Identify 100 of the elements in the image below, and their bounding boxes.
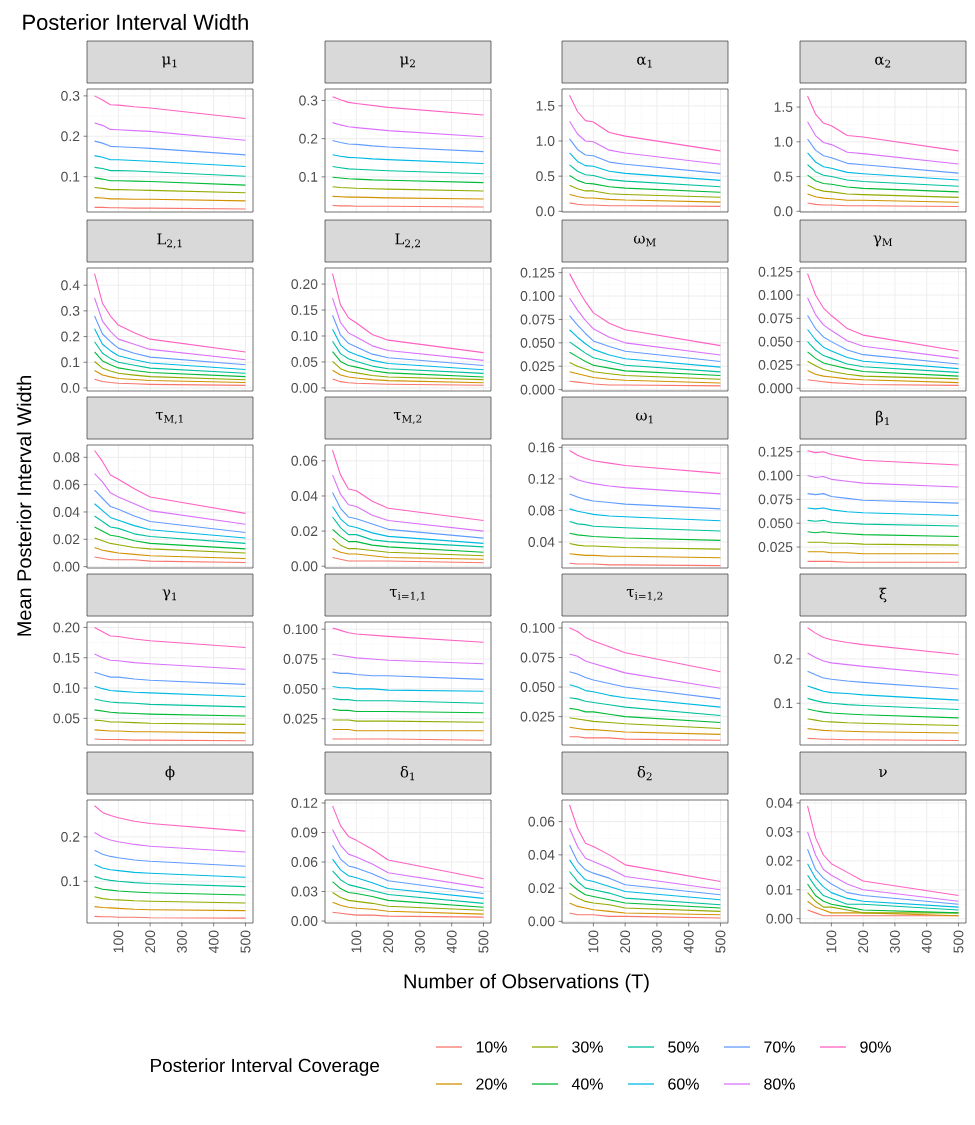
line-series bbox=[332, 449, 485, 522]
line-series bbox=[94, 886, 247, 896]
legend-label: 40% bbox=[571, 1078, 603, 1090]
line-series bbox=[332, 844, 485, 895]
y-tick-label: 0.025 bbox=[520, 361, 555, 372]
y-tick-label: 0.04 bbox=[291, 491, 318, 501]
y-tick-label: 0.100 bbox=[758, 470, 793, 481]
line-series bbox=[94, 315, 247, 366]
line-series bbox=[94, 95, 247, 120]
line-series bbox=[94, 273, 247, 353]
y-tick-label: 1.5 bbox=[774, 102, 793, 112]
y-tick-label: 0.04 bbox=[53, 507, 80, 517]
chart-title: ν bbox=[879, 769, 887, 777]
y-tick-label: 0.5 bbox=[774, 171, 793, 182]
line-series bbox=[569, 138, 722, 174]
line-series bbox=[94, 351, 247, 378]
line-series bbox=[569, 827, 722, 891]
line-series bbox=[94, 546, 247, 559]
y-tick-label: 0.125 bbox=[758, 266, 793, 277]
x-tick-label: 500 bbox=[953, 930, 964, 953]
y-tick-label: 0.100 bbox=[283, 624, 318, 635]
y-tick-label: 0.025 bbox=[520, 711, 555, 722]
line-series bbox=[332, 881, 485, 908]
line-series bbox=[807, 493, 960, 504]
line-series bbox=[569, 684, 722, 708]
x-tick-label: 100 bbox=[826, 930, 837, 953]
y-tick-label: 0.15 bbox=[53, 652, 80, 663]
y-tick-label: 1.0 bbox=[774, 136, 793, 147]
y-tick-label: 0.075 bbox=[758, 494, 793, 505]
y-tick-label: 0.00 bbox=[291, 382, 318, 393]
line-series bbox=[807, 670, 960, 690]
y-tick-label: 0.025 bbox=[758, 359, 793, 370]
line-series bbox=[94, 653, 247, 670]
line-series bbox=[807, 450, 960, 466]
line-series bbox=[807, 474, 960, 488]
y-tick-label: 0.05 bbox=[53, 713, 80, 724]
y-tick-label: 0.10 bbox=[291, 331, 318, 341]
x-tick-label: 200 bbox=[858, 930, 869, 953]
line-series bbox=[332, 891, 485, 911]
line-series bbox=[569, 882, 722, 909]
y-tick-label: 0.2 bbox=[299, 133, 318, 144]
line-series bbox=[569, 120, 722, 165]
y-tick-label: 0.05 bbox=[291, 356, 318, 367]
legend-title: Posterior Interval Coverage bbox=[151, 1058, 380, 1076]
chart-title: ϕ bbox=[165, 765, 175, 781]
x-tick-label: 500 bbox=[715, 930, 726, 953]
x-tick-label: 500 bbox=[240, 930, 251, 953]
line-series bbox=[569, 671, 722, 700]
line-series bbox=[807, 351, 960, 377]
line-series bbox=[569, 193, 722, 203]
y-axis-title: Mean Posterior Interval Width bbox=[16, 376, 32, 636]
chart-title: τ$_{i=1,2}$ bbox=[626, 589, 663, 602]
line-series bbox=[332, 528, 485, 553]
y-tick-label: 0.12 bbox=[291, 798, 318, 808]
line-series bbox=[807, 507, 960, 517]
x-tick-label: 200 bbox=[620, 930, 631, 953]
y-tick-label: 0.03 bbox=[766, 826, 793, 837]
line-series bbox=[332, 671, 485, 680]
line-series bbox=[807, 652, 960, 676]
line-series bbox=[569, 844, 722, 896]
y-tick-label: 0.075 bbox=[520, 314, 555, 325]
legend-label: 20% bbox=[476, 1078, 507, 1090]
y-tick-label: 0.00 bbox=[291, 916, 318, 926]
chart-title: ω$_{1}$ bbox=[635, 412, 653, 424]
line-series bbox=[94, 166, 247, 177]
line-series bbox=[332, 505, 485, 544]
line-series bbox=[569, 449, 722, 474]
legend-label: 50% bbox=[668, 1041, 699, 1053]
chart-title: ω$_{M}$ bbox=[633, 235, 656, 247]
y-tick-label: 0.2 bbox=[61, 131, 80, 142]
legend-label: 60% bbox=[668, 1078, 699, 1090]
y-tick-label: 0.3 bbox=[61, 90, 80, 101]
chart-title: μ$_{2}$ bbox=[400, 56, 415, 68]
y-tick-label: 0.00 bbox=[53, 561, 80, 572]
chart-title: τ$_{M,1}$ bbox=[155, 412, 183, 425]
y-tick-label: 0.16 bbox=[528, 442, 555, 453]
line-series bbox=[332, 140, 485, 153]
legend-label: 10% bbox=[476, 1041, 507, 1053]
y-tick-label: 0.2 bbox=[61, 331, 80, 342]
line-series bbox=[807, 805, 960, 897]
y-tick-label: 0.100 bbox=[758, 290, 793, 300]
y-tick-label: 0.1 bbox=[299, 171, 318, 182]
y-tick-label: 0.4 bbox=[61, 280, 80, 291]
line-series bbox=[94, 360, 247, 381]
chart-title: α$_{1}$ bbox=[637, 56, 652, 68]
line-series bbox=[807, 121, 960, 165]
line-series bbox=[569, 726, 722, 735]
line-series bbox=[569, 152, 722, 181]
line-series bbox=[569, 804, 722, 883]
chart-title: τ$_{M,2}$ bbox=[393, 412, 422, 425]
line-series bbox=[807, 314, 960, 365]
line-series bbox=[569, 315, 722, 363]
x-tick-label: 200 bbox=[383, 930, 394, 953]
line-series bbox=[569, 697, 722, 716]
line-series bbox=[94, 378, 247, 386]
y-tick-label: 0.025 bbox=[283, 713, 318, 724]
y-tick-label: 0.0 bbox=[774, 206, 793, 217]
line-series bbox=[569, 297, 722, 356]
legend-label: 80% bbox=[764, 1078, 795, 1090]
line-series bbox=[94, 671, 247, 685]
